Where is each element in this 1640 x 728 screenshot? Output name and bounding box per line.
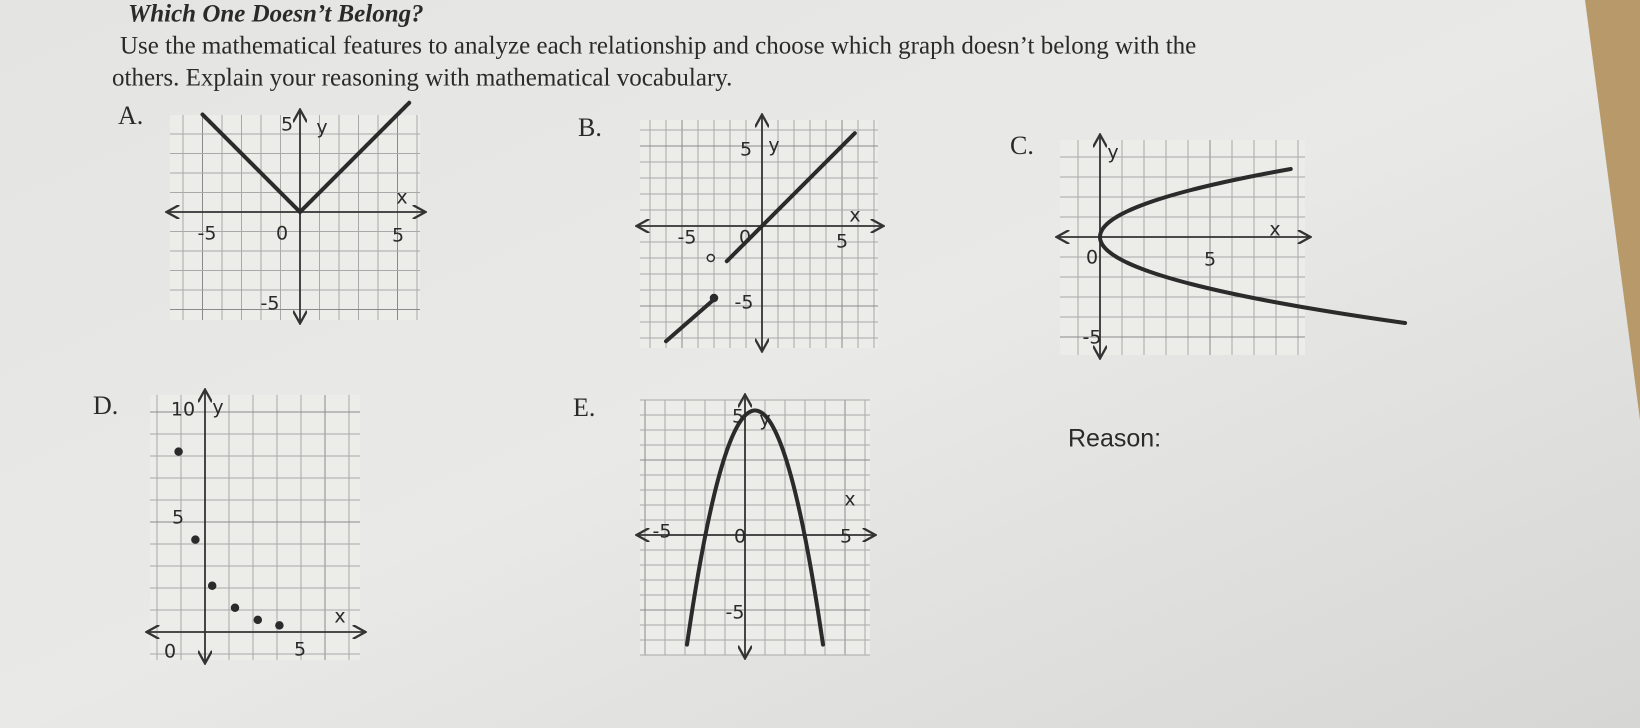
axis-label: 0 <box>276 223 288 245</box>
axis-label: y <box>1107 142 1118 164</box>
axis-label: 5 <box>294 639 306 661</box>
curve <box>1097 167 1408 325</box>
axis-label: 10 <box>171 399 195 421</box>
axis-label: -5 <box>678 227 697 249</box>
graph: C. y x 0 5 -5 <box>1010 131 1408 357</box>
instructions: Use the mathematical features to analyze… <box>120 33 1196 60</box>
axis-label: y <box>768 135 779 157</box>
axis-label: 0 <box>734 526 746 548</box>
axis-label: -5 <box>198 223 217 245</box>
axis-label: 0 <box>164 641 176 663</box>
desk-edge <box>1585 0 1640 420</box>
axis-label: x <box>849 205 860 227</box>
axis-label: 5 <box>172 507 184 529</box>
point <box>174 447 183 456</box>
curve <box>200 100 412 215</box>
axis-label: y <box>316 117 327 139</box>
axis-label: x <box>844 489 855 511</box>
title: Which One Doesn’t Belong? <box>128 1 424 28</box>
axis-label: -5 <box>1083 327 1102 349</box>
point <box>706 253 716 263</box>
axis-label: 5 <box>840 526 852 548</box>
graph-letter: A. <box>118 101 143 130</box>
point <box>253 615 263 625</box>
axis-label: -5 <box>735 292 754 314</box>
point <box>275 621 284 630</box>
axis-label: x <box>334 606 345 628</box>
point <box>230 603 240 613</box>
axis-label: 5 <box>732 406 744 428</box>
graph-letter: E. <box>573 393 595 422</box>
grid-paper <box>640 400 870 655</box>
axis-label: y <box>212 397 223 419</box>
axis-label: y <box>759 409 770 431</box>
instructions: others. Explain your reasoning with math… <box>112 65 732 92</box>
axis-label: -5 <box>261 293 280 315</box>
graph: B.5 yx-5 0 5-5 <box>578 113 882 350</box>
axis-label: 0 <box>1086 247 1098 269</box>
axis-label: x <box>1269 219 1280 241</box>
graph: E. 5 yx-5 0 5-5 <box>573 393 874 657</box>
curve <box>724 131 857 264</box>
axis-label: 0 <box>739 227 751 249</box>
axis-label: x <box>396 187 407 209</box>
curve <box>664 296 718 344</box>
axis-label: 5 <box>740 139 752 161</box>
point <box>709 293 719 303</box>
axis-label: -5 <box>726 602 745 624</box>
axis-label: 5 <box>836 231 848 253</box>
grid-paper <box>170 115 420 320</box>
graph-letter: D. <box>93 391 118 420</box>
point <box>191 535 200 544</box>
graph-letter: B. <box>578 113 602 142</box>
graph: A. 5 y x -5 0 5 -5 <box>118 100 424 322</box>
reason-label: Reason: <box>1068 425 1161 453</box>
graph: D. 10 y 5 x 0 5 <box>93 391 364 663</box>
axis-label: 5 <box>1204 249 1216 271</box>
axis-label: -5 <box>653 521 672 543</box>
axis-label: 5 <box>392 225 404 247</box>
curve <box>685 408 825 647</box>
axis-label: 5 <box>281 114 293 136</box>
graph-letter: C. <box>1010 131 1034 160</box>
point <box>207 581 217 591</box>
